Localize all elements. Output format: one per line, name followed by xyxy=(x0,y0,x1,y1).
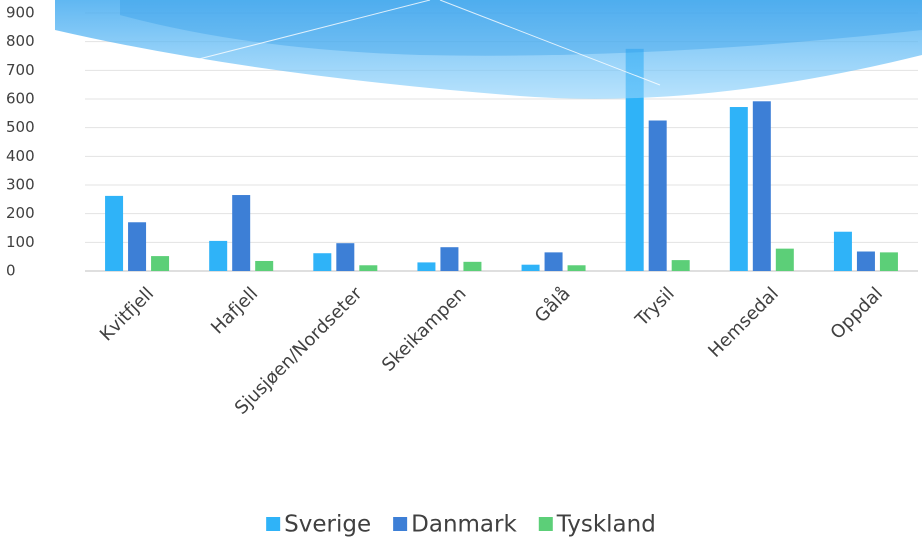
bar xyxy=(209,241,227,271)
bar xyxy=(730,107,748,271)
legend-label: Sverige xyxy=(284,512,371,538)
bar xyxy=(232,195,250,271)
legend-item: Sverige xyxy=(266,512,371,538)
y-tick-label: 400 xyxy=(6,147,35,165)
bar xyxy=(128,222,146,271)
y-tick-label: 700 xyxy=(6,61,35,79)
legend-label: Danmark xyxy=(411,512,517,538)
bar xyxy=(522,265,540,271)
bar xyxy=(672,260,690,271)
y-tick-label: 600 xyxy=(6,90,35,108)
decoration xyxy=(55,0,922,99)
bar xyxy=(649,121,667,272)
legend-swatch xyxy=(539,517,553,531)
bar xyxy=(313,253,331,271)
bar xyxy=(151,256,169,271)
bar xyxy=(834,232,852,271)
y-tick-label: 800 xyxy=(6,32,35,50)
x-tick-label: Trysil xyxy=(631,283,679,331)
bar xyxy=(857,252,875,271)
legend-swatch xyxy=(266,517,280,531)
legend-label: Tyskland xyxy=(556,512,656,538)
x-tick-label: Oppdal xyxy=(827,283,887,343)
y-tick-label: 100 xyxy=(6,233,35,251)
bar xyxy=(105,196,123,271)
bar xyxy=(359,265,377,271)
legend-item: Tyskland xyxy=(539,512,656,538)
bar xyxy=(753,101,771,271)
x-tick-label: Hemsedal xyxy=(704,283,783,362)
x-tick-label: Hafjell xyxy=(207,283,262,338)
bar xyxy=(545,252,563,271)
y-tick-label: 900 xyxy=(6,4,35,22)
bar xyxy=(568,265,586,271)
y-tick-label: 200 xyxy=(6,204,35,222)
y-tick-label: 0 xyxy=(6,262,16,280)
legend-swatch xyxy=(393,517,407,531)
x-tick-label: Kvitfjell xyxy=(96,283,158,345)
bar xyxy=(776,249,794,271)
bar xyxy=(417,262,435,271)
y-tick-label: 500 xyxy=(6,118,35,136)
bar xyxy=(463,262,481,271)
y-tick-label: 300 xyxy=(6,176,35,194)
bar xyxy=(336,243,354,271)
legend-item: Danmark xyxy=(393,512,517,538)
bar xyxy=(255,261,273,271)
chart: 0 100 200 300 400 500 600 700 800 900 Kvitfjell Haf… xyxy=(0,0,922,543)
bar xyxy=(440,247,458,271)
bar xyxy=(880,252,898,271)
x-tick-label: Gålå xyxy=(531,283,575,327)
x-tick-label: Skeikampen xyxy=(378,283,471,376)
